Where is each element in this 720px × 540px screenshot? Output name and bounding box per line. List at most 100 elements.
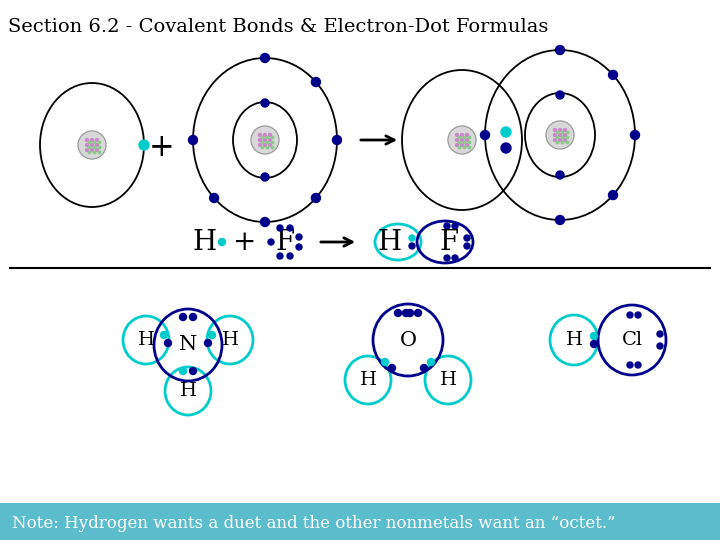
- Circle shape: [428, 359, 434, 366]
- Circle shape: [91, 148, 94, 152]
- Text: H: H: [565, 331, 582, 349]
- Circle shape: [312, 193, 320, 202]
- Circle shape: [461, 138, 464, 141]
- Circle shape: [296, 234, 302, 240]
- Circle shape: [407, 309, 413, 316]
- Circle shape: [261, 99, 269, 107]
- Circle shape: [91, 138, 94, 141]
- Circle shape: [459, 141, 461, 144]
- Circle shape: [452, 255, 458, 261]
- Circle shape: [461, 144, 464, 146]
- Circle shape: [402, 309, 410, 316]
- Circle shape: [564, 133, 567, 137]
- Circle shape: [562, 136, 564, 139]
- Circle shape: [271, 141, 274, 144]
- Circle shape: [463, 136, 466, 139]
- Circle shape: [635, 362, 641, 368]
- Circle shape: [258, 133, 261, 137]
- Circle shape: [261, 146, 264, 148]
- Circle shape: [564, 138, 567, 141]
- Text: H: H: [138, 331, 155, 349]
- Circle shape: [452, 223, 458, 229]
- Circle shape: [546, 121, 574, 149]
- Circle shape: [266, 141, 269, 144]
- Circle shape: [179, 368, 186, 375]
- Circle shape: [415, 309, 421, 316]
- Circle shape: [562, 141, 564, 144]
- Circle shape: [266, 136, 269, 139]
- Circle shape: [86, 138, 89, 141]
- Circle shape: [189, 368, 197, 375]
- Circle shape: [189, 314, 197, 321]
- Circle shape: [164, 340, 171, 347]
- Circle shape: [86, 148, 89, 152]
- Circle shape: [567, 131, 569, 134]
- Circle shape: [444, 255, 450, 261]
- Circle shape: [631, 131, 639, 139]
- Circle shape: [261, 218, 269, 226]
- Circle shape: [556, 91, 564, 99]
- Circle shape: [556, 215, 564, 225]
- Circle shape: [559, 129, 562, 132]
- Circle shape: [480, 131, 490, 139]
- Text: +: +: [233, 228, 257, 255]
- Circle shape: [277, 253, 283, 259]
- Circle shape: [557, 136, 559, 139]
- Circle shape: [554, 129, 557, 132]
- Circle shape: [556, 45, 564, 55]
- Circle shape: [567, 141, 569, 144]
- Circle shape: [277, 225, 283, 231]
- Circle shape: [567, 136, 569, 139]
- Circle shape: [96, 138, 99, 141]
- Circle shape: [657, 343, 663, 349]
- Text: Cl: Cl: [621, 331, 642, 349]
- Circle shape: [161, 332, 168, 339]
- Circle shape: [204, 340, 212, 347]
- Circle shape: [464, 235, 470, 241]
- Circle shape: [271, 136, 274, 139]
- Circle shape: [261, 136, 264, 139]
- Text: +: +: [149, 132, 175, 164]
- Circle shape: [635, 312, 641, 318]
- Circle shape: [269, 133, 271, 137]
- Circle shape: [382, 359, 389, 366]
- Text: H: H: [378, 228, 402, 255]
- Circle shape: [409, 235, 415, 241]
- Circle shape: [448, 126, 476, 154]
- Circle shape: [559, 133, 562, 137]
- Circle shape: [468, 136, 471, 139]
- Text: H: H: [439, 371, 456, 389]
- Circle shape: [590, 333, 598, 340]
- Circle shape: [459, 136, 461, 139]
- Circle shape: [444, 223, 450, 229]
- Circle shape: [554, 138, 557, 141]
- Circle shape: [395, 309, 402, 316]
- Circle shape: [89, 146, 91, 148]
- Circle shape: [94, 141, 96, 144]
- Circle shape: [89, 141, 91, 144]
- Circle shape: [268, 239, 274, 245]
- Circle shape: [189, 136, 197, 145]
- Circle shape: [287, 253, 293, 259]
- Circle shape: [96, 148, 99, 152]
- Circle shape: [466, 138, 469, 141]
- Circle shape: [608, 70, 618, 79]
- Circle shape: [420, 364, 428, 372]
- Circle shape: [627, 312, 633, 318]
- Circle shape: [266, 146, 269, 148]
- Circle shape: [608, 191, 618, 200]
- Circle shape: [261, 173, 269, 181]
- Circle shape: [554, 133, 557, 137]
- Text: Section 6.2 - Covalent Bonds & Electron-Dot Formulas: Section 6.2 - Covalent Bonds & Electron-…: [8, 18, 549, 36]
- Circle shape: [99, 146, 101, 148]
- Circle shape: [99, 141, 101, 144]
- Circle shape: [463, 141, 466, 144]
- Circle shape: [456, 138, 459, 141]
- Circle shape: [89, 151, 91, 154]
- Circle shape: [562, 131, 564, 134]
- Text: H: H: [193, 228, 217, 255]
- Circle shape: [264, 138, 266, 141]
- Circle shape: [468, 146, 471, 148]
- Text: H: H: [179, 382, 197, 400]
- Circle shape: [557, 131, 559, 134]
